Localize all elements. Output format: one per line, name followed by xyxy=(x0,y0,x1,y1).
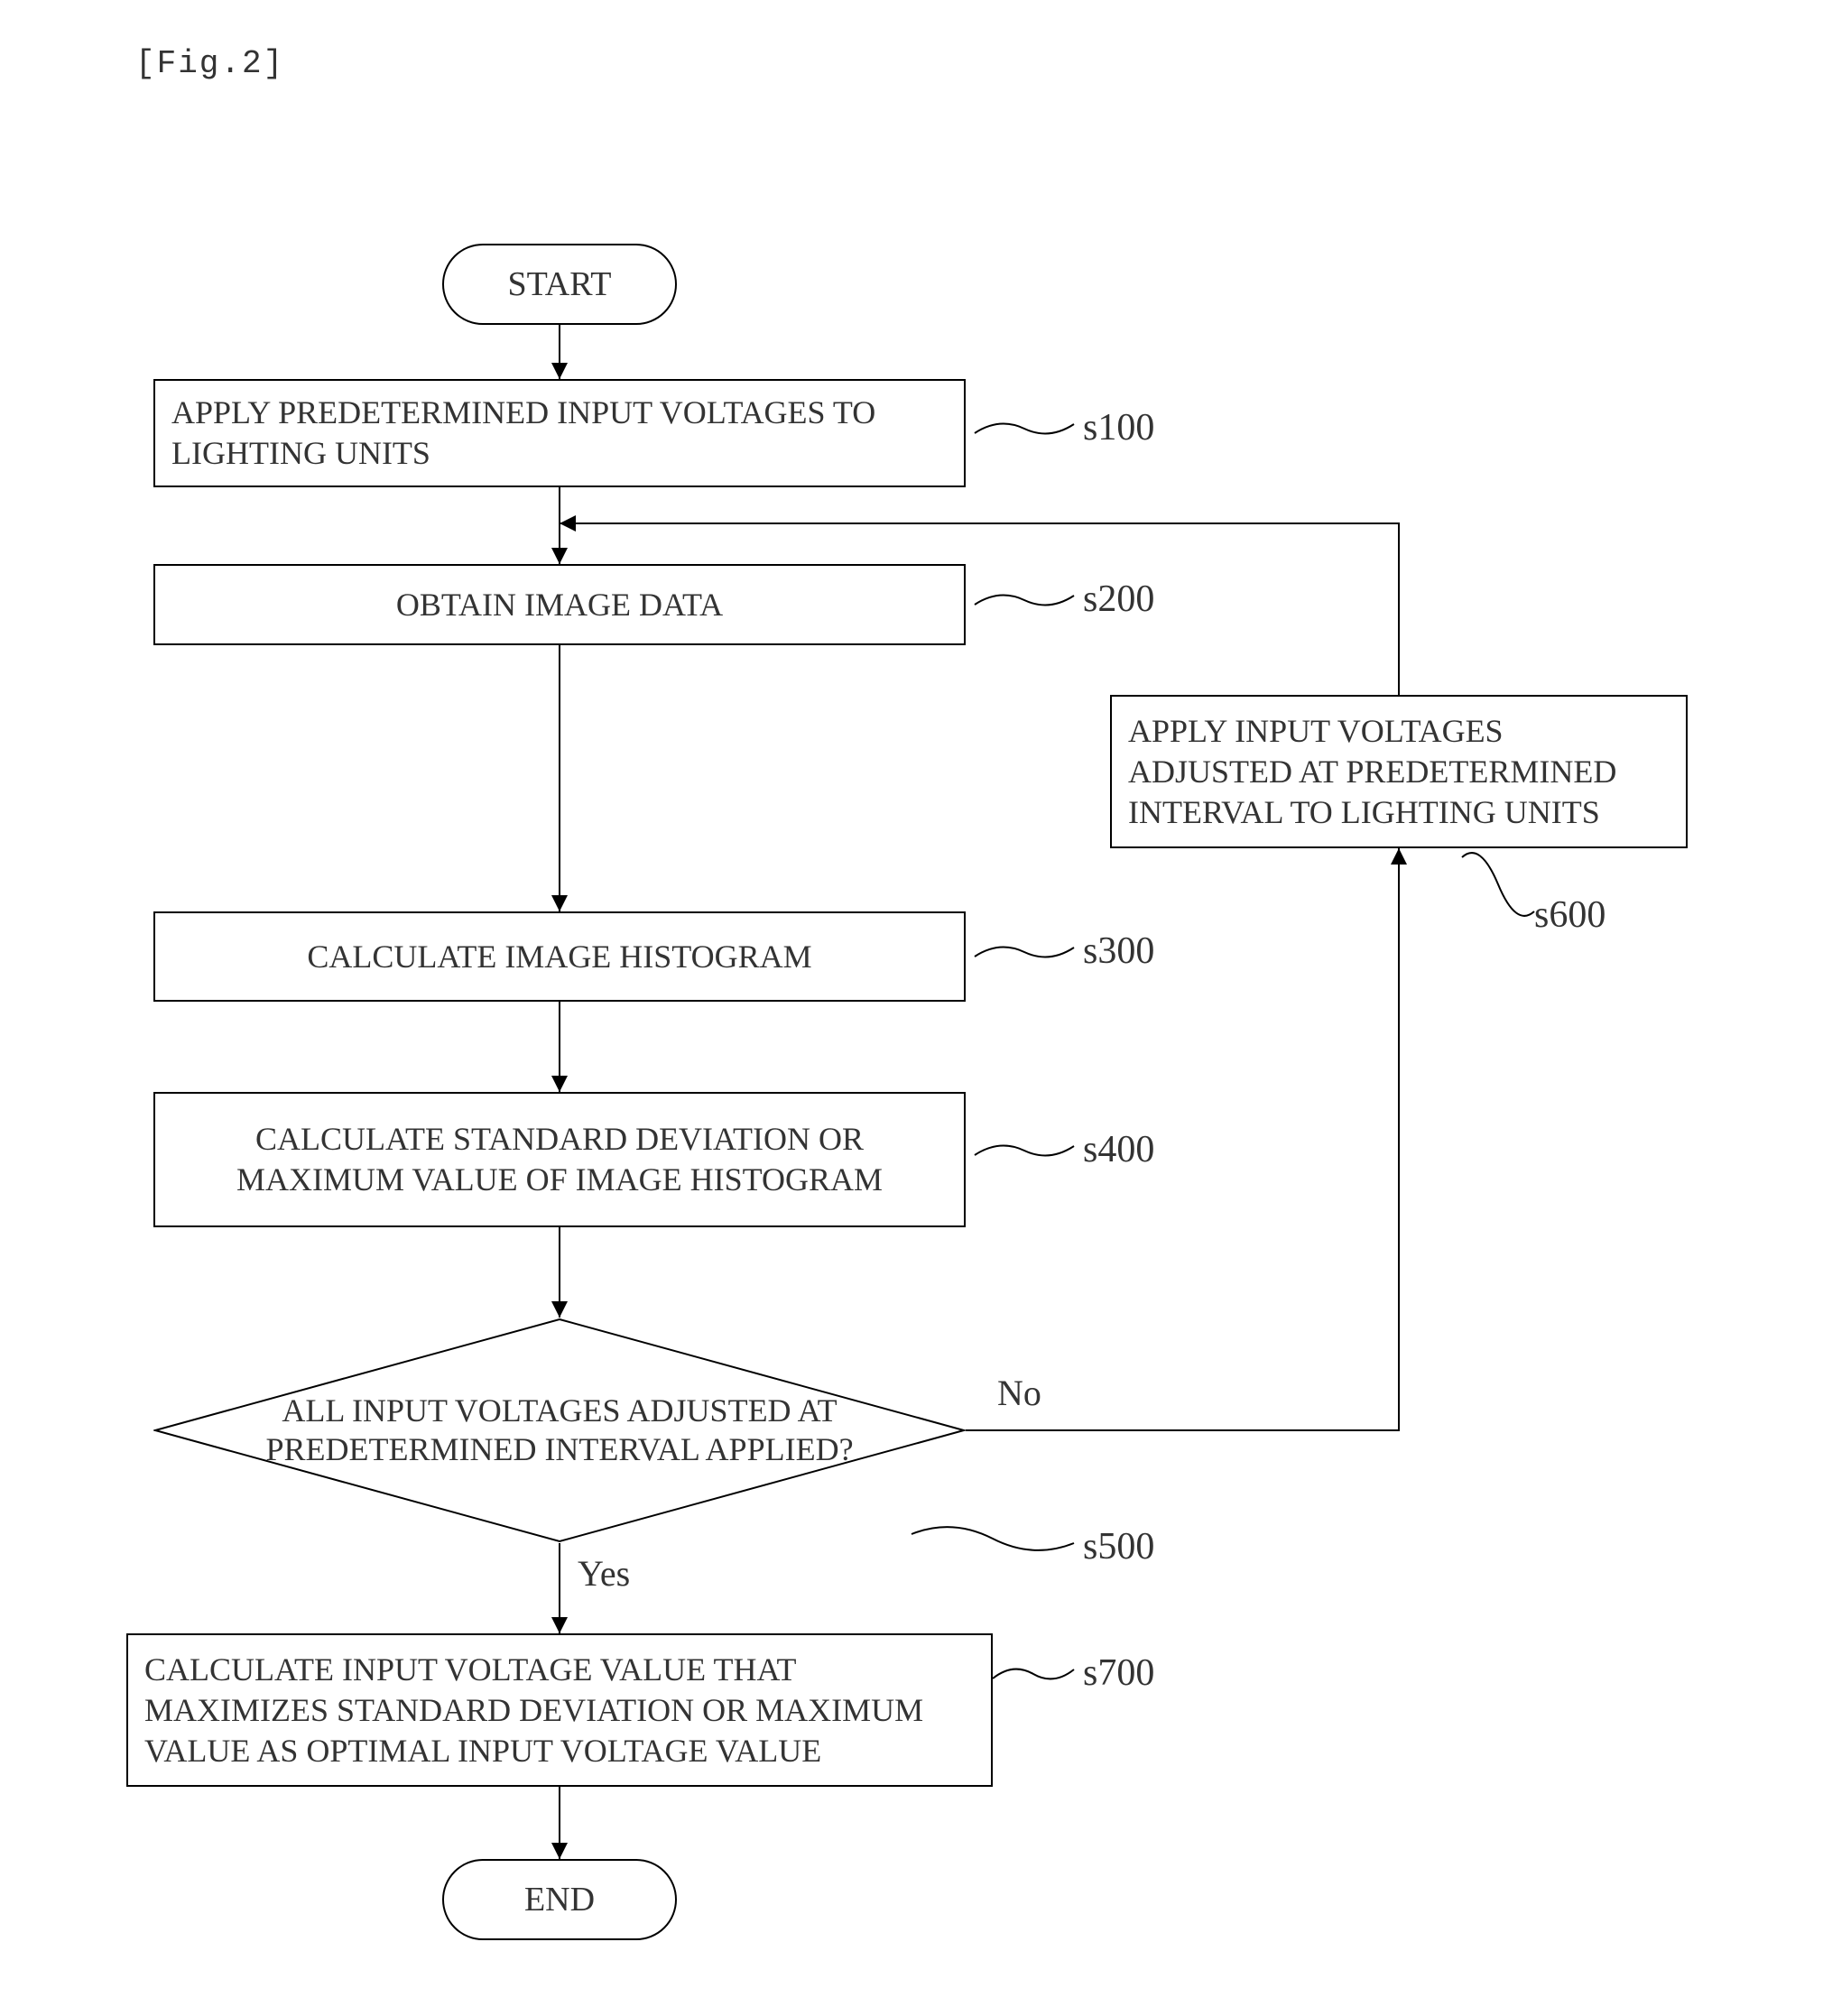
process-s100-text: APPLY PREDETERMINED INPUT VOLTAGES TO LI… xyxy=(171,393,948,474)
process-s200: OBTAIN IMAGE DATA xyxy=(153,564,966,645)
process-s700-text: CALCULATE INPUT VOLTAGE VALUE THAT MAXIM… xyxy=(144,1650,975,1771)
ref-s200: s200 xyxy=(1083,578,1154,621)
process-s300: CALCULATE IMAGE HISTOGRAM xyxy=(153,911,966,1002)
end-label: END xyxy=(524,1880,595,1919)
process-s600-text: APPLY INPUT VOLTAGES ADJUSTED AT PREDETE… xyxy=(1128,711,1670,833)
process-s600: APPLY INPUT VOLTAGES ADJUSTED AT PREDETE… xyxy=(1110,695,1688,848)
ref-s400: s400 xyxy=(1083,1128,1154,1171)
ref-s700: s700 xyxy=(1083,1651,1154,1695)
process-s300-text: CALCULATE IMAGE HISTOGRAM xyxy=(307,937,811,977)
decision-s500: ALL INPUT VOLTAGES ADJUSTED AT PREDETERM… xyxy=(153,1318,966,1543)
ref-s100: s100 xyxy=(1083,406,1154,449)
decision-s500-text: ALL INPUT VOLTAGES ADJUSTED AT PREDETERM… xyxy=(255,1392,865,1469)
figure-label: [Fig.2] xyxy=(135,45,284,82)
ref-s600: s600 xyxy=(1534,893,1606,937)
edge-label-no: No xyxy=(997,1372,1041,1414)
process-s100: APPLY PREDETERMINED INPUT VOLTAGES TO LI… xyxy=(153,379,966,487)
edge-label-yes: Yes xyxy=(578,1552,630,1595)
ref-s300: s300 xyxy=(1083,929,1154,973)
ref-s500: s500 xyxy=(1083,1525,1154,1568)
start-label: START xyxy=(507,264,611,304)
start-terminator: START xyxy=(442,244,677,325)
process-s400-text: CALCULATE STANDARD DEVIATION OR MAXIMUM … xyxy=(171,1119,948,1200)
process-s200-text: OBTAIN IMAGE DATA xyxy=(396,585,723,625)
end-terminator: END xyxy=(442,1859,677,1940)
process-s700: CALCULATE INPUT VOLTAGE VALUE THAT MAXIM… xyxy=(126,1633,993,1787)
process-s400: CALCULATE STANDARD DEVIATION OR MAXIMUM … xyxy=(153,1092,966,1227)
